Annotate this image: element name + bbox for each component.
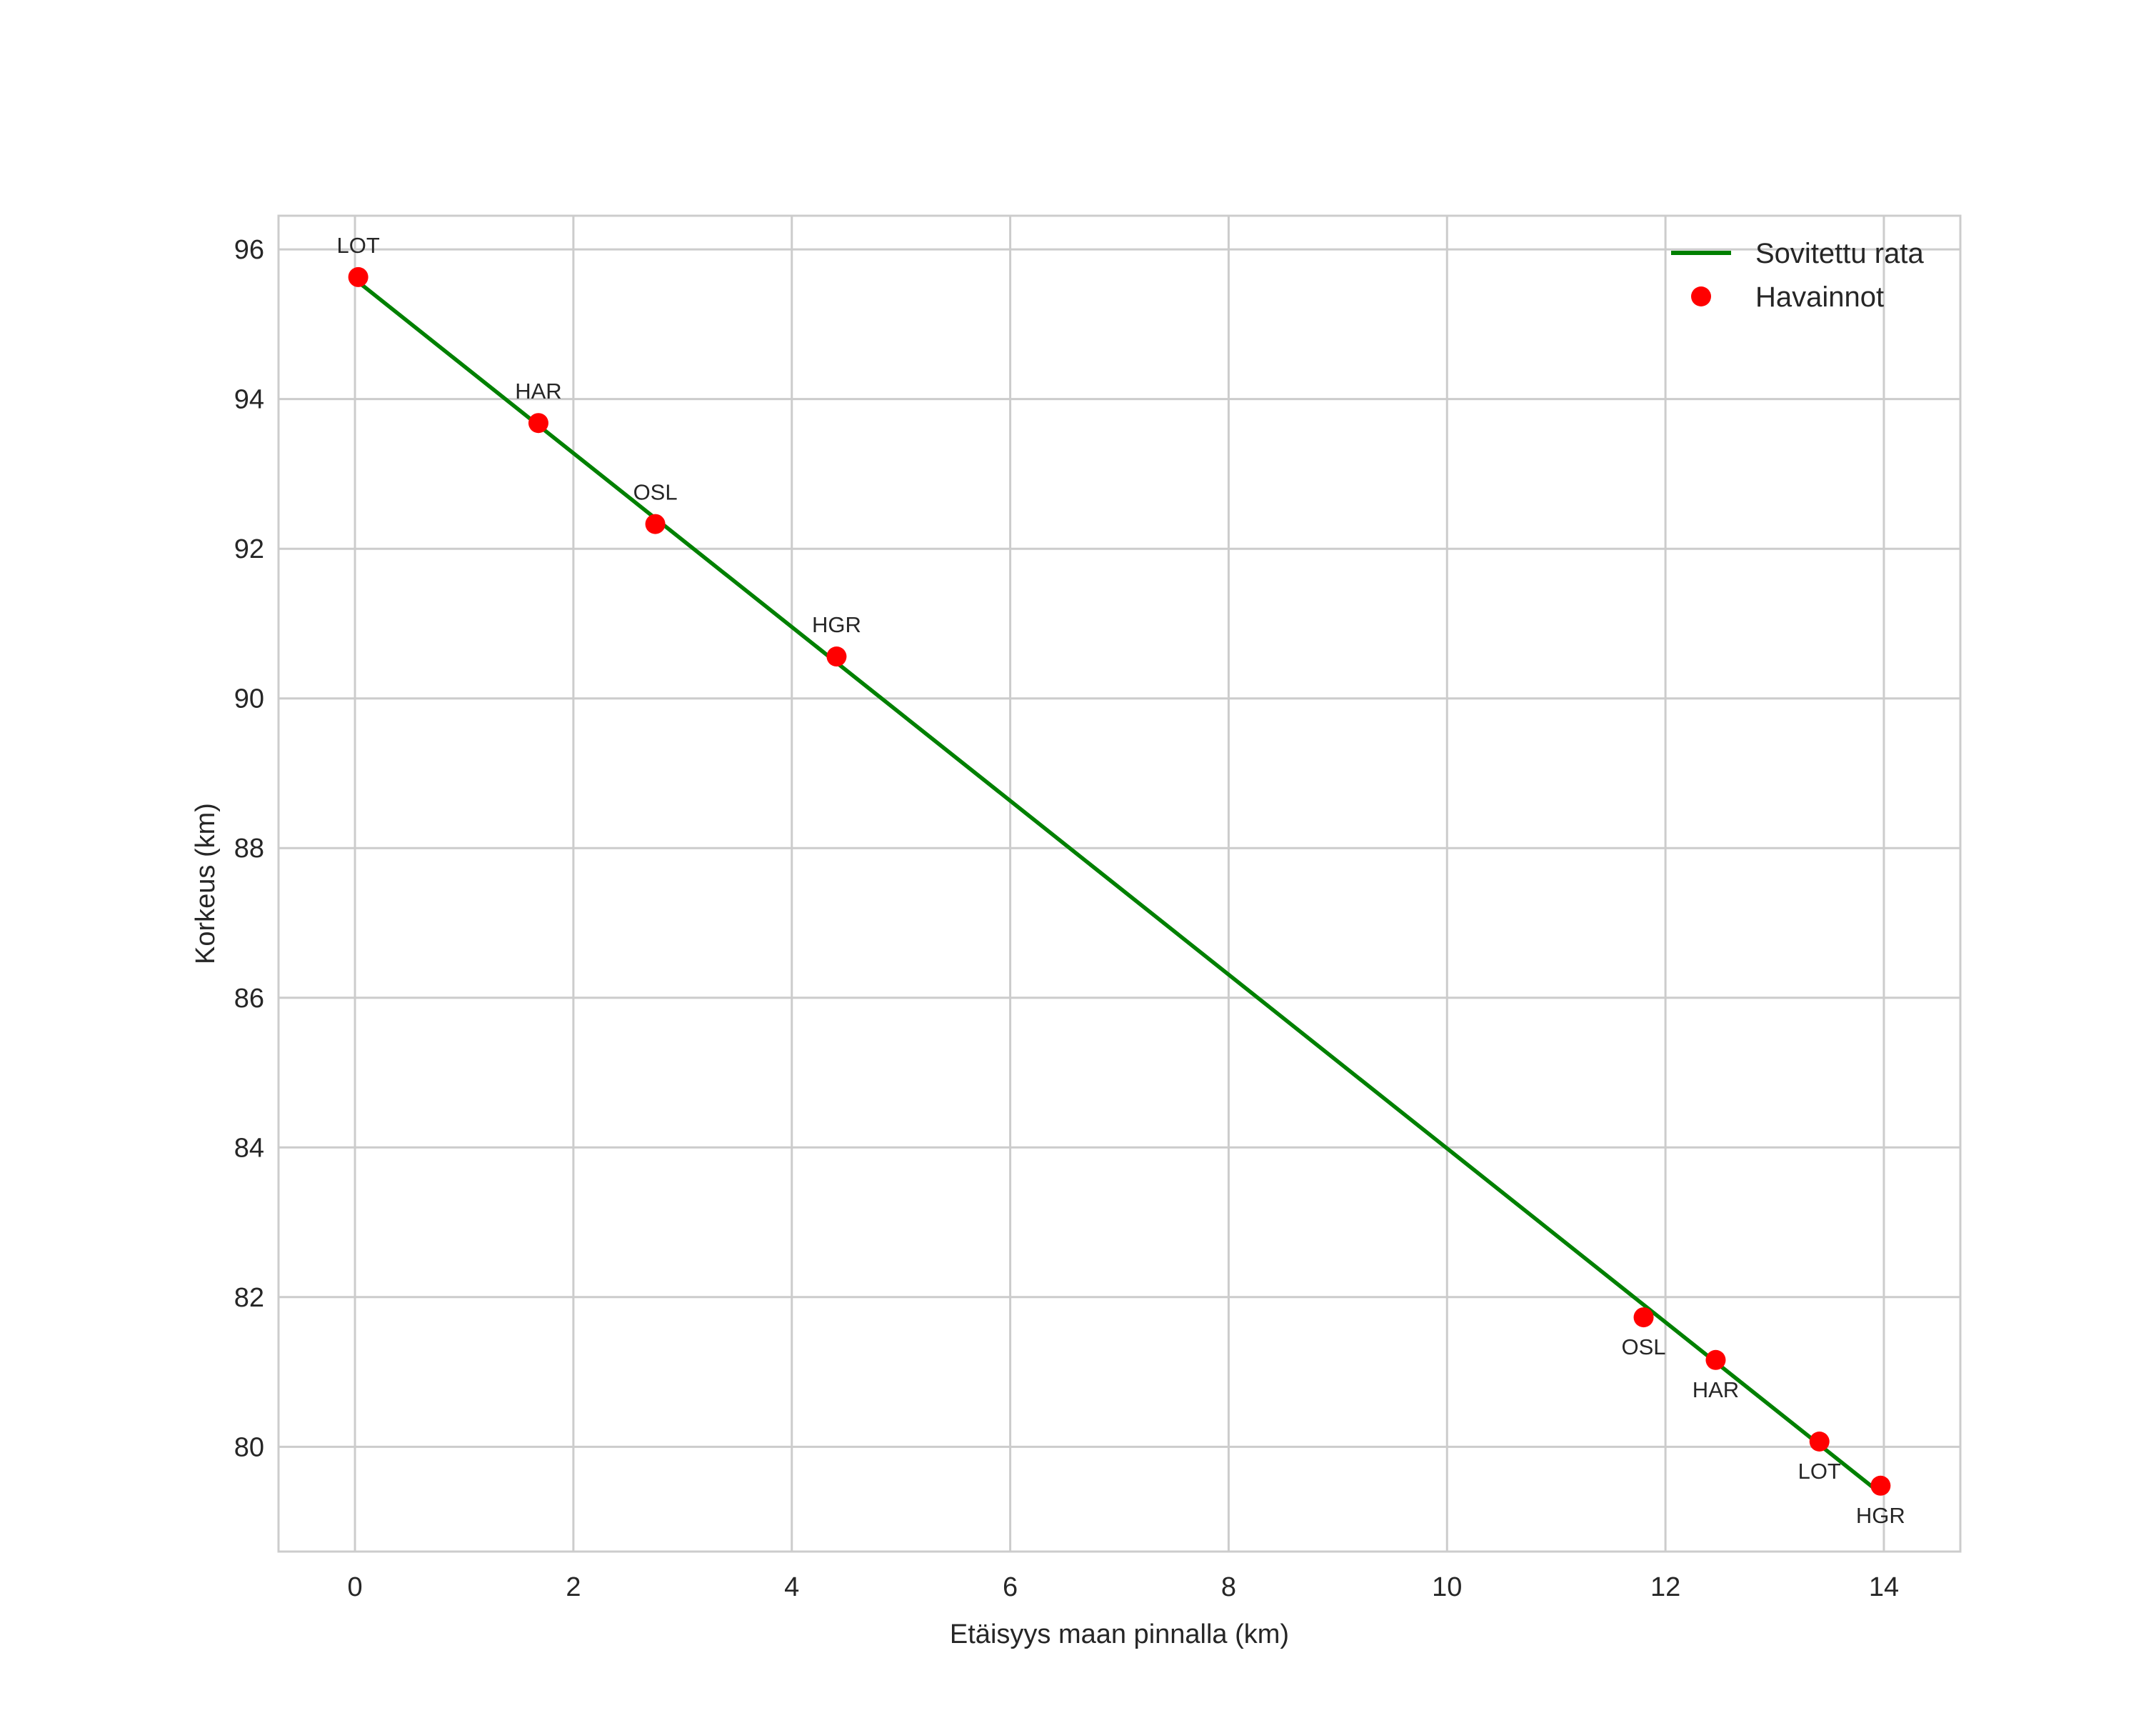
legend-dot-swatch — [1691, 286, 1711, 306]
observation-point — [826, 646, 847, 667]
legend-points-label: Havainnot — [1755, 281, 1884, 313]
station-label: HAR — [515, 379, 561, 404]
station-label: OSL — [633, 480, 678, 505]
observation-point — [1705, 1349, 1726, 1370]
station-label: OSL — [1622, 1334, 1666, 1359]
station-label: HGR — [1856, 1503, 1905, 1528]
station-label: LOT — [336, 233, 379, 258]
x-tick-label: 10 — [1432, 1572, 1462, 1602]
y-tick-label: 96 — [234, 235, 264, 265]
x-axis-label: Etäisyys maan pinnalla (km) — [950, 1619, 1289, 1649]
x-tick-label: 2 — [566, 1572, 581, 1602]
y-tick-label: 80 — [234, 1432, 264, 1462]
observation-point — [1633, 1307, 1654, 1328]
y-axis-label: Korkeus (km) — [191, 803, 221, 964]
tick-labels: 0 2 4 6 8 10 12 14 80 82 84 86 88 90 92 94 96 — [234, 235, 1899, 1602]
y-tick-label: 88 — [234, 834, 264, 864]
observation-point — [1809, 1432, 1830, 1452]
y-tick-label: 82 — [234, 1283, 264, 1313]
y-tick-label: 84 — [234, 1133, 264, 1163]
observation-point — [645, 514, 666, 534]
x-tick-label: 6 — [1003, 1572, 1018, 1602]
fitted-trajectory-line — [354, 277, 1880, 1494]
y-tick-label: 92 — [234, 534, 264, 564]
observation-point — [528, 413, 548, 434]
grid — [279, 216, 1960, 1552]
x-tick-label: 14 — [1869, 1572, 1899, 1602]
station-label: HGR — [812, 612, 861, 637]
y-tick-label: 90 — [234, 684, 264, 714]
station-label: LOT — [1798, 1459, 1841, 1484]
station-label: HAR — [1693, 1377, 1739, 1402]
observation-point — [1870, 1475, 1891, 1496]
x-tick-label: 12 — [1650, 1572, 1680, 1602]
x-tick-label: 0 — [347, 1572, 362, 1602]
observation-point — [348, 266, 368, 287]
x-tick-label: 8 — [1221, 1572, 1236, 1602]
axes-frame — [277, 214, 1962, 1553]
legend: Sovitettu rata Havainnot — [1671, 238, 1924, 313]
x-tick-label: 4 — [784, 1572, 799, 1602]
y-tick-label: 86 — [234, 984, 264, 1014]
legend-line-label: Sovitettu rata — [1755, 238, 1924, 269]
y-tick-label: 94 — [234, 385, 264, 415]
plot-series: LOT HAR OSL HGR OSL HAR LOT HGR — [336, 233, 1905, 1528]
